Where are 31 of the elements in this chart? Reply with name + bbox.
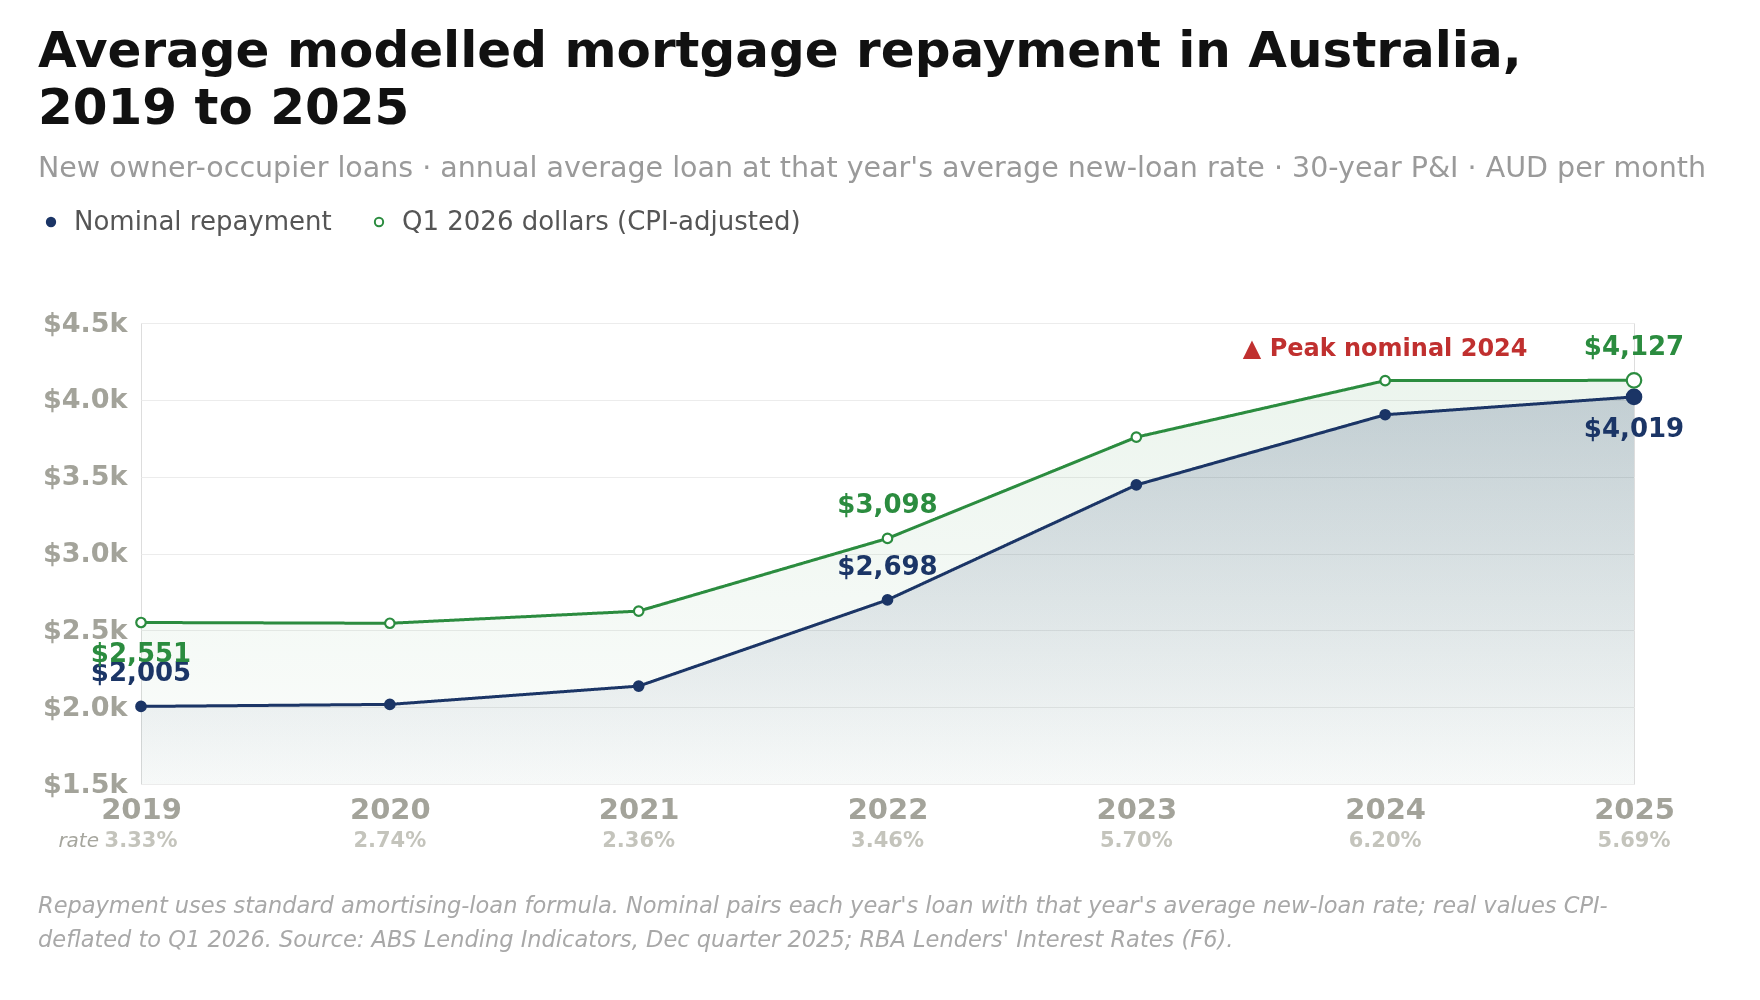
text: 3.46%	[851, 828, 924, 852]
text: 5.69%	[1597, 828, 1671, 852]
y-tick-label: $4.0k	[42, 383, 129, 415]
legend-label: Nominal repayment	[74, 206, 332, 236]
text: 2.36%	[602, 828, 676, 852]
x-tick-label: 2024	[1345, 791, 1427, 826]
annotation: ▲ Peak nominal 2024	[1242, 333, 1528, 362]
data-label: $4,019	[1583, 412, 1685, 443]
text: 3.33%	[104, 828, 178, 852]
data-label: $3,098	[837, 489, 938, 520]
text: 2.74%	[353, 828, 427, 852]
chart-subtitle: New owner-occupier loans · annual average loan at that year's average new-loan rate · 30-year P&I · AUD per month	[38, 150, 1706, 184]
text: 5.70%	[1099, 828, 1173, 852]
x-tick-label: 2025	[1594, 791, 1675, 826]
legend-label: Q1 2026 dollars (CPI-adjusted)	[402, 206, 801, 236]
y-tick-label: $4.5k	[42, 306, 129, 338]
y-tick-label: $1.5k	[42, 767, 129, 799]
x-tick-label: 2022	[847, 791, 929, 826]
chart-title: Average modelled mortgage repayment in Australia, 2019 to 2025	[38, 20, 1522, 136]
y-tick-label: $3.5k	[42, 460, 129, 492]
text: 6.20%	[1348, 828, 1422, 852]
x-tick-label: 2021	[598, 791, 680, 826]
x-tick-label: 2020	[349, 791, 431, 826]
text: Repayment uses standard amortising-loan formula. Nominal pairs each year's loan with that year's average new-loan rate; real values CPI-deflated to Q1 2026. Source: ABS Lending Indicators, Dec quarter 2025; RBA Lenders' Interest Rates (F6).	[38, 892, 1608, 952]
y-tick-label: $2.0k	[42, 690, 129, 722]
text: rate	[58, 828, 99, 852]
y-tick-label: $2.5k	[42, 613, 129, 645]
data-label: $2,698	[837, 550, 938, 581]
data-label: $4,127	[1583, 331, 1685, 362]
x-tick-label: 2023	[1096, 791, 1178, 826]
y-tick-label: $3.0k	[42, 537, 129, 568]
